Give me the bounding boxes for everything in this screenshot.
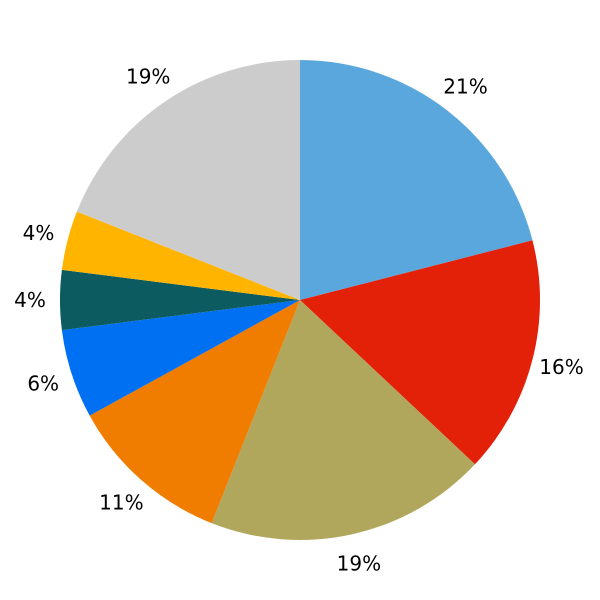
pie-slice-6 xyxy=(61,211,300,300)
slice-label-5: 4% xyxy=(14,288,46,312)
pie-slice-4 xyxy=(61,300,300,416)
slice-label-6: 4% xyxy=(23,221,55,245)
slice-label-4: 6% xyxy=(27,371,59,395)
slice-label-1: 16% xyxy=(539,355,583,379)
pie-slice-0 xyxy=(300,60,533,300)
pie-slice-3 xyxy=(89,300,300,524)
slice-label-2: 19% xyxy=(337,552,381,576)
pie-slice-2 xyxy=(211,300,475,541)
pie-slice-7 xyxy=(76,59,300,300)
pie-slice-5 xyxy=(59,269,301,331)
slice-label-7: 19% xyxy=(126,65,170,89)
pie-slice-1 xyxy=(300,240,541,465)
slice-label-0: 21% xyxy=(443,75,487,99)
slice-label-3: 11% xyxy=(99,491,143,515)
